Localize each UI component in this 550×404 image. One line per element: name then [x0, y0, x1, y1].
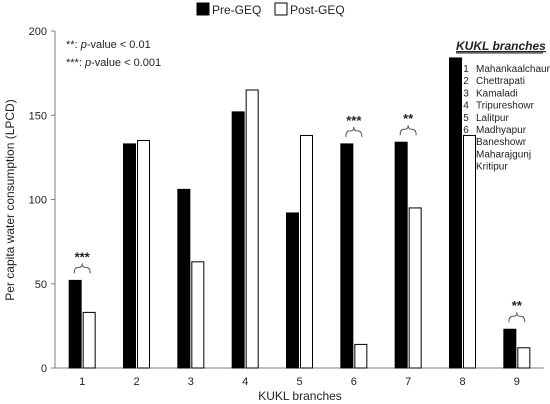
- bar-pre-geq-6: [340, 143, 354, 369]
- bar-pre-geq-8: [449, 57, 462, 369]
- x-axis-ticks: 1 2 3 4 5 6 7 8 9: [79, 376, 520, 388]
- x-tick-label: 6: [351, 376, 357, 388]
- x-tick-label: 1: [79, 376, 85, 388]
- significance-annotations: ****** ****: [73, 111, 526, 323]
- branch-legend-title: KUKL branches: [456, 39, 546, 53]
- significance-key-2-colon: :: [79, 57, 85, 69]
- legend-swatch-pre-geq: [196, 2, 210, 16]
- significance-key-1-marker: **: [66, 39, 75, 51]
- x-tick-label: 2: [133, 376, 139, 388]
- significance-key-2-marker: ***: [66, 57, 80, 69]
- bar-post-geq-8: [463, 134, 476, 369]
- branch-legend-name: Kamaladi: [476, 88, 518, 99]
- branch-legend-name: Tripureshowr: [476, 101, 535, 112]
- legend-label-post-geq: Post-GEQ: [290, 3, 345, 17]
- significance-key-1-colon: :: [75, 39, 81, 51]
- bar-post-geq-4: [245, 89, 259, 369]
- bar-post-geq-6: [354, 343, 368, 369]
- branch-legend-number: 2: [463, 76, 469, 87]
- x-tick-label: 9: [514, 376, 520, 388]
- bar-pre-geq-3: [177, 188, 191, 369]
- branch-legend-number: 1: [463, 64, 469, 75]
- y-tick-label: 100: [29, 195, 47, 207]
- significance-bracket-7: [399, 125, 417, 136]
- bar-pre-geq-4: [231, 111, 245, 369]
- bar-post-geq-5: [300, 134, 313, 369]
- significance-bracket-1: [73, 263, 91, 274]
- bars: [68, 57, 531, 369]
- legend-swatch-post-geq: [274, 2, 288, 16]
- significance-key-2-label: -value < 0.001: [91, 57, 161, 69]
- bar-post-geq-7: [408, 207, 422, 369]
- y-tick-label: 200: [29, 26, 47, 38]
- branch-legend-name: Kritipur: [476, 162, 508, 173]
- bar-post-geq-1: [82, 311, 96, 369]
- branch-legend-name: Maharajgunj: [476, 149, 531, 160]
- significance-key-1-p: p: [80, 39, 87, 51]
- significance-marker-9: **: [512, 298, 523, 313]
- y-axis-title: Per capita water consumption (LPCD): [3, 99, 17, 300]
- x-axis-title: KUKL branches: [258, 389, 342, 403]
- y-tick-label: 150: [29, 110, 47, 122]
- legend-label-pre-geq: Pre-GEQ: [212, 3, 261, 17]
- significance-key-1-label: -value < 0.01: [87, 39, 151, 51]
- significance-key: **: p-value < 0.01 ***: p-value < 0.001: [66, 39, 161, 69]
- bar-pre-geq-9: [503, 328, 517, 369]
- series-legend: Pre-GEQ Post-GEQ: [196, 2, 345, 17]
- x-tick-label: 5: [296, 376, 302, 388]
- bar-pre-geq-5: [286, 212, 299, 369]
- branch-legend-name: Lalitpur: [476, 113, 509, 124]
- branch-legend: KUKL branches 1 Mahankaalchaur 2 Chettrapat…: [456, 39, 550, 173]
- x-tick-label: 8: [459, 376, 465, 388]
- branch-legend-number: 5: [463, 113, 469, 124]
- y-axis-ticks: 0 50 100 150 200: [29, 26, 55, 375]
- branch-legend-name: Mahankaalchaur: [476, 64, 550, 75]
- significance-bracket-9: [508, 312, 526, 323]
- significance-bracket-6: [345, 126, 363, 137]
- bar-pre-geq-2: [123, 143, 136, 369]
- bar-post-geq-3: [191, 261, 205, 369]
- y-tick-label: 50: [35, 279, 47, 291]
- significance-key-2: ***: p-value < 0.001: [66, 57, 161, 69]
- significance-marker-1: ***: [75, 249, 91, 264]
- x-tick-label: 7: [405, 376, 411, 388]
- branch-legend-number: 4: [463, 101, 469, 112]
- branch-legend-name: Chettrapati: [476, 76, 525, 87]
- bar-post-geq-2: [137, 140, 150, 369]
- branch-legend-name: Baneshowr: [476, 137, 527, 148]
- bar-pre-geq-1: [68, 279, 82, 369]
- bar-pre-geq-7: [394, 141, 408, 369]
- branch-legend-number: 3: [463, 88, 469, 99]
- significance-key-1: **: p-value < 0.01: [66, 39, 151, 51]
- significance-marker-7: **: [403, 111, 414, 126]
- significance-marker-6: ***: [346, 113, 362, 128]
- x-tick-label: 4: [242, 376, 248, 388]
- branch-legend-number: 6: [463, 125, 469, 136]
- bar-post-geq-9: [517, 347, 531, 369]
- significance-key-2-p: p: [84, 57, 91, 69]
- y-tick-label: 0: [41, 363, 47, 375]
- x-tick-label: 3: [188, 376, 194, 388]
- branch-legend-name: Madhyapur: [476, 125, 527, 136]
